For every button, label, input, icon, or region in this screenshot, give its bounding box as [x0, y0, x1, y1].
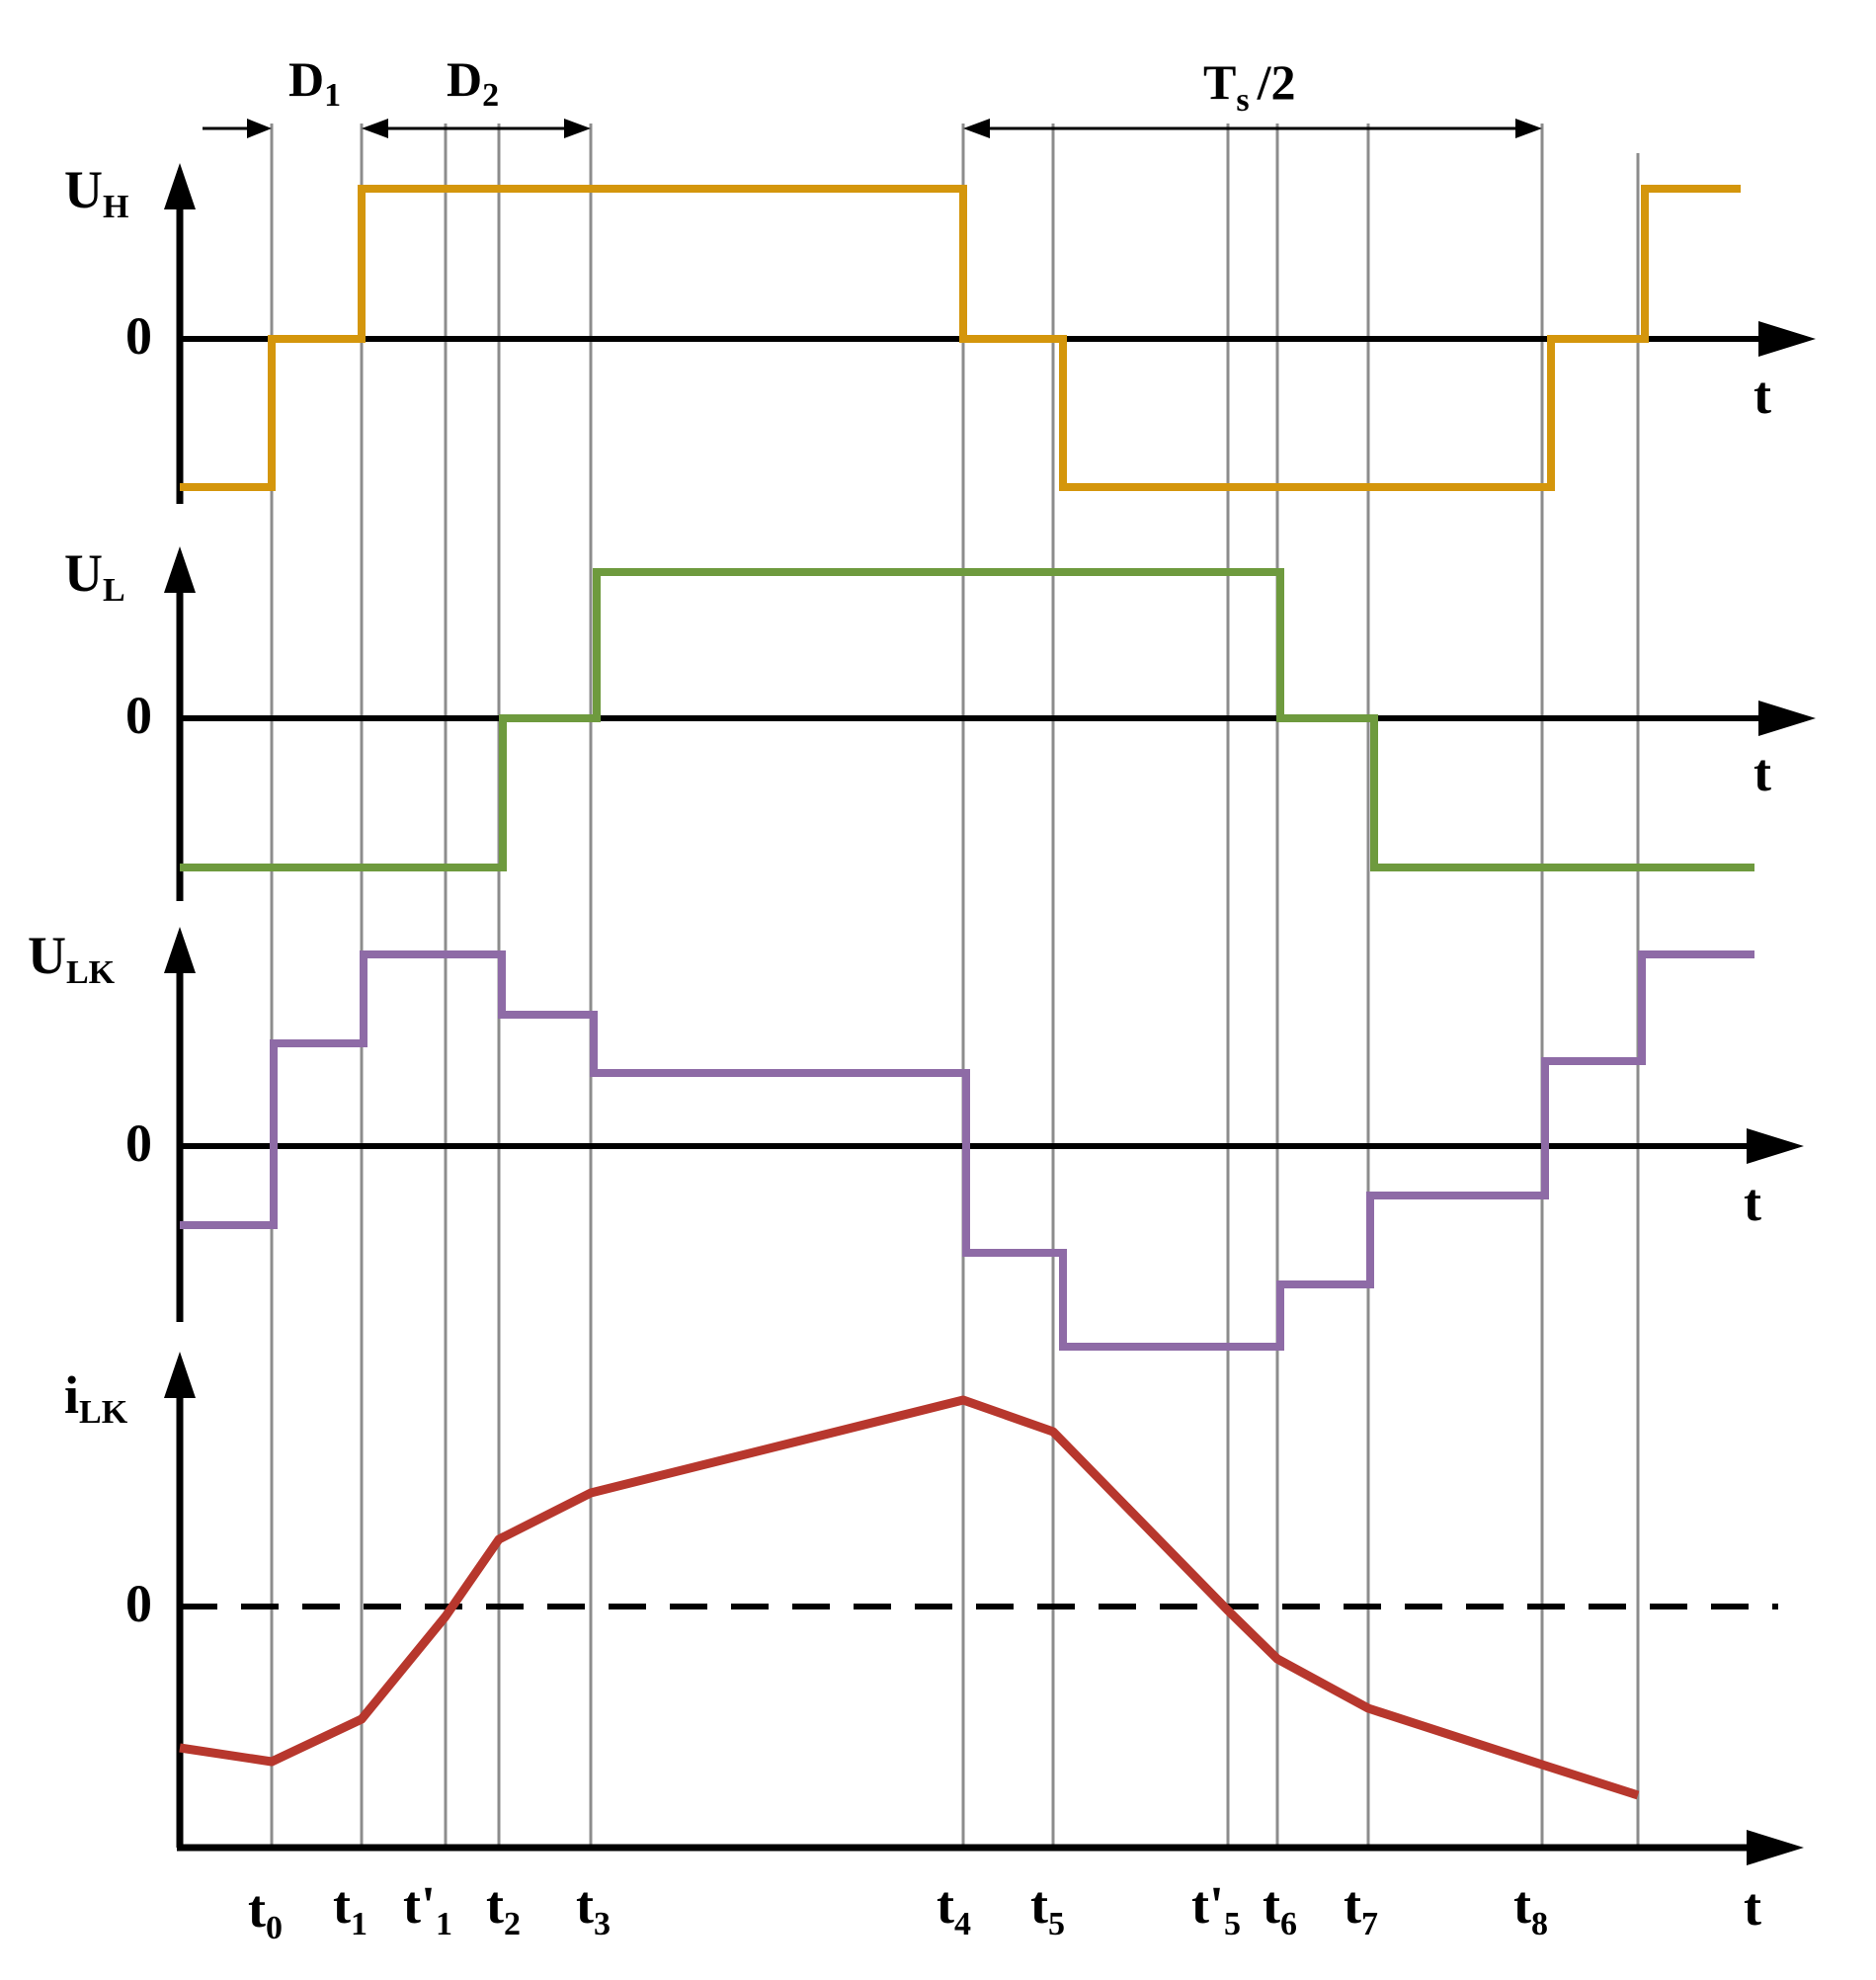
time-label-t5: t5 [1030, 1875, 1065, 1942]
ilk-t-arrowhead [1747, 1830, 1804, 1865]
ul-y-arrowhead [164, 546, 196, 593]
ulk-t-label: t [1744, 1173, 1761, 1232]
ul-t-arrowhead [1758, 701, 1816, 736]
ulk-t-arrowhead [1747, 1128, 1804, 1164]
panel-ulk: ULK 0 t [28, 926, 1804, 1351]
time-instant-labels: t0 t1 t'1 t2 t3 t4 t5 t'5 t6 t7 t8 [248, 1875, 1548, 1946]
dimension-annotations: D1 D2 Ts/2 [203, 51, 1542, 138]
uh-t-label: t [1754, 366, 1771, 425]
ul-axis-label: UL [64, 543, 125, 609]
ul-t-label: t [1754, 743, 1771, 802]
ul-zero-label: 0 [125, 686, 152, 745]
ilk-y-arrowhead [164, 1352, 196, 1398]
d1-arrowhead [247, 119, 272, 138]
time-label-t1: t1 [333, 1875, 367, 1942]
d2-arrowhead-right [564, 119, 591, 138]
time-label-t5-prime: t'5 [1191, 1875, 1241, 1942]
ilk-axis-label: iLK [64, 1365, 128, 1431]
d2-label: D2 [447, 51, 499, 114]
panel-ul: UL 0 t [64, 543, 1816, 901]
time-label-t7: t7 [1344, 1875, 1378, 1942]
ts-arrowhead-right [1515, 119, 1542, 138]
uh-axis-label: UH [64, 160, 128, 225]
ulk-waveform [180, 950, 1754, 1351]
time-label-t0: t0 [248, 1879, 283, 1946]
uh-zero-label: 0 [125, 306, 152, 366]
ts-arrowhead-left [963, 119, 990, 138]
panel-uh: UH 0 t [64, 160, 1816, 504]
ul-waveform [180, 568, 1754, 871]
time-label-t3: t3 [576, 1875, 611, 1942]
ulk-y-arrowhead [164, 927, 196, 973]
d1-label: D1 [288, 51, 341, 114]
instant-gridlines [270, 124, 1640, 1848]
time-label-t2: t2 [486, 1875, 521, 1942]
ilk-zero-label: 0 [125, 1574, 152, 1633]
time-label-t8: t8 [1513, 1875, 1548, 1942]
ulk-zero-label: 0 [125, 1114, 152, 1173]
ulk-axis-label: ULK [28, 926, 116, 991]
time-label-t1-prime: t'1 [403, 1875, 452, 1942]
time-label-t4: t4 [937, 1875, 971, 1942]
uh-waveform [180, 185, 1741, 491]
ts-label: Ts/2 [1203, 54, 1296, 119]
ilk-waveform [179, 1395, 1640, 1800]
uh-y-arrowhead [164, 163, 196, 209]
ilk-t-label: t [1744, 1877, 1761, 1937]
uh-t-arrowhead [1758, 321, 1816, 357]
time-label-t6: t6 [1263, 1875, 1297, 1942]
d2-arrowhead-left [362, 119, 388, 138]
panel-ilk: iLK 0 t [64, 1352, 1804, 1937]
